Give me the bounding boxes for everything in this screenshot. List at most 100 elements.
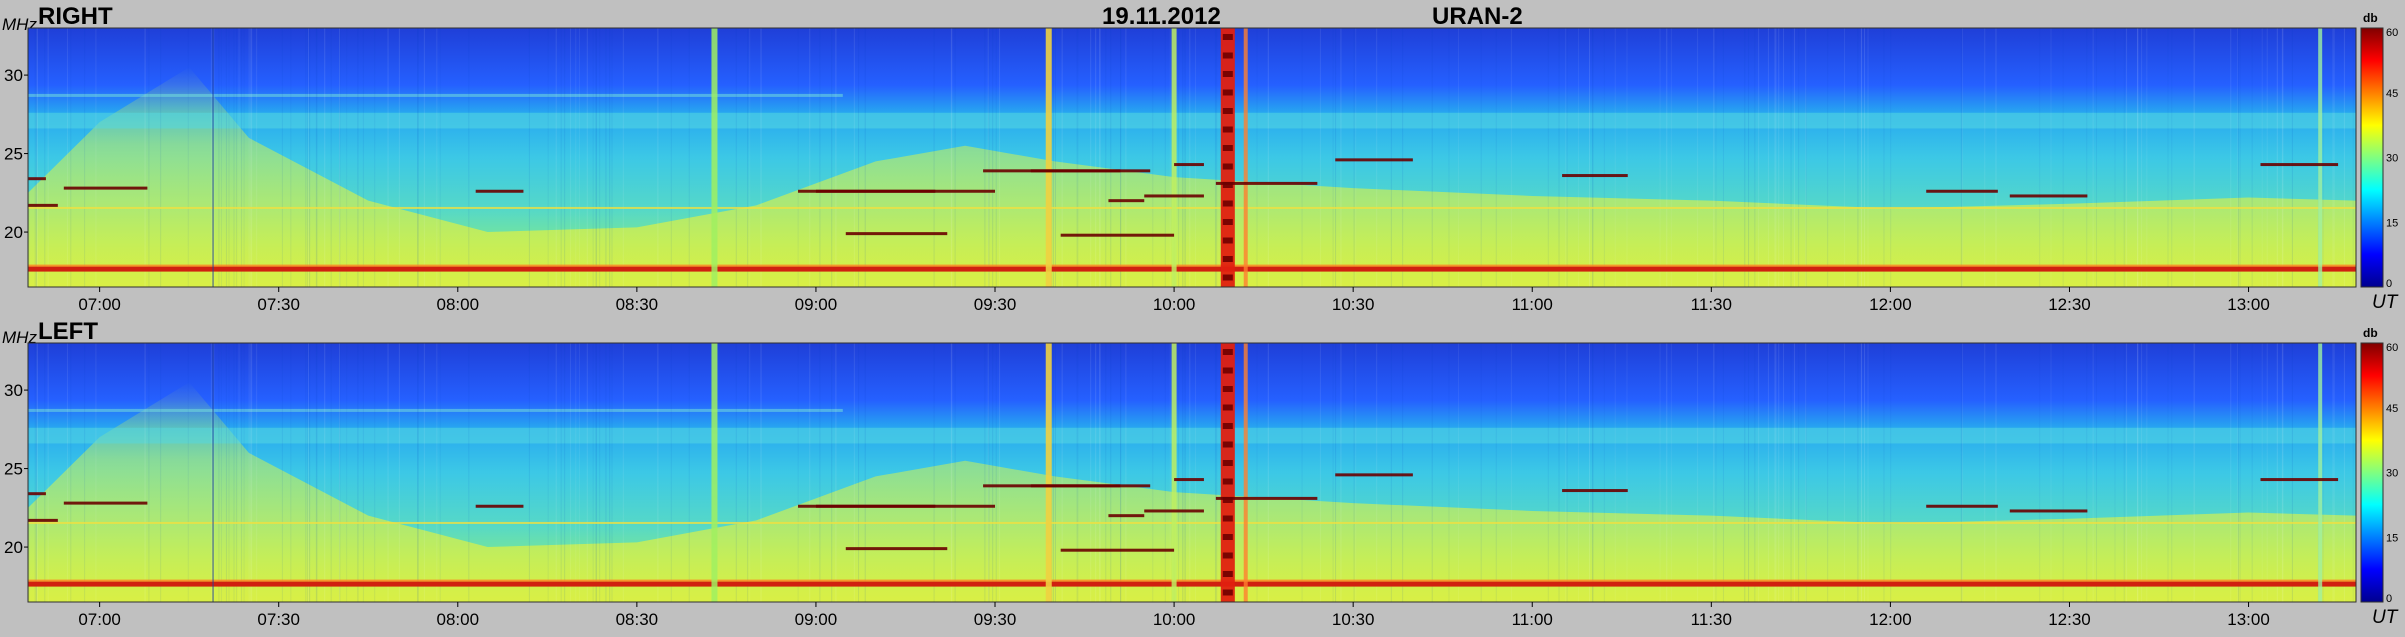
texture-line bbox=[1805, 343, 1807, 602]
texture-line bbox=[1722, 343, 1724, 602]
texture-line bbox=[47, 343, 49, 602]
texture-line bbox=[1355, 343, 1357, 602]
texture-line bbox=[1857, 28, 1859, 287]
texture-line bbox=[1189, 343, 1191, 602]
texture-line bbox=[1353, 28, 1355, 287]
texture-line bbox=[187, 28, 189, 287]
texture-line bbox=[1984, 343, 1986, 602]
texture-line bbox=[1169, 343, 1171, 602]
colorbar-gradient bbox=[2360, 27, 2384, 288]
texture-line bbox=[1194, 28, 1196, 287]
texture-line bbox=[2114, 28, 2116, 287]
broadband-burst bbox=[212, 28, 214, 287]
texture-line bbox=[1376, 28, 1378, 287]
texture-line bbox=[2332, 28, 2334, 287]
colorbar-unit-right: db bbox=[2363, 11, 2378, 25]
burst-core bbox=[1222, 256, 1233, 262]
narrowband-carrier bbox=[2260, 163, 2339, 167]
texture-line bbox=[1051, 28, 1053, 287]
texture-line bbox=[1592, 28, 1594, 287]
texture-line bbox=[423, 343, 425, 602]
narrowband-carrier bbox=[28, 518, 58, 522]
texture-line bbox=[1748, 28, 1750, 287]
x-tick-label: 13:00 bbox=[2227, 610, 2270, 629]
texture-line bbox=[605, 343, 607, 602]
texture-line bbox=[564, 28, 566, 287]
texture-line bbox=[1184, 28, 1186, 287]
texture-line bbox=[2332, 343, 2334, 602]
texture-line bbox=[309, 343, 311, 602]
spectrogram-plot-left bbox=[27, 342, 2357, 603]
texture-line bbox=[1495, 343, 1497, 602]
x-axis-left: 07:00 07:30 08:00 08:30 09:00 09:30 10:00 10:30… bbox=[78, 602, 2270, 629]
texture-line bbox=[611, 28, 613, 287]
texture-line bbox=[564, 343, 566, 602]
narrowband-carrier bbox=[1060, 233, 1175, 237]
texture-line bbox=[1332, 343, 1334, 602]
texture-line bbox=[1722, 28, 1724, 287]
texture-line bbox=[1754, 28, 1756, 287]
texture-line bbox=[528, 28, 530, 287]
texture-line bbox=[1052, 343, 1054, 602]
x-tick-label: 11:00 bbox=[1512, 295, 1553, 314]
texture-line bbox=[2039, 343, 2041, 602]
narrowband-carrier bbox=[1926, 189, 1998, 193]
burst-core bbox=[1222, 200, 1233, 207]
texture-line bbox=[1183, 28, 1185, 287]
texture-line bbox=[1495, 28, 1497, 287]
texture-line bbox=[305, 343, 307, 602]
texture-line bbox=[1390, 343, 1392, 602]
texture-line bbox=[315, 28, 317, 287]
narrowband-carrier bbox=[1060, 548, 1175, 552]
texture-line bbox=[1194, 343, 1196, 602]
texture-line bbox=[398, 343, 400, 602]
texture-line bbox=[1558, 343, 1560, 602]
texture-line bbox=[1480, 343, 1482, 602]
burst-core bbox=[1222, 274, 1233, 281]
texture-line bbox=[2333, 343, 2335, 602]
band-27mhz bbox=[28, 427, 2356, 444]
x-unit-right: UT bbox=[2372, 292, 2399, 313]
texture-line bbox=[2171, 28, 2173, 287]
texture-line bbox=[2141, 343, 2143, 602]
narrowband-carrier bbox=[1174, 478, 1204, 482]
texture-line bbox=[1867, 28, 1869, 287]
texture-line bbox=[1510, 28, 1512, 287]
colorbar-tick-label: 0 bbox=[2386, 593, 2392, 605]
texture-line bbox=[36, 343, 38, 602]
texture-line bbox=[1184, 343, 1186, 602]
texture-line bbox=[579, 343, 581, 602]
texture-line bbox=[1152, 343, 1154, 602]
texture-line bbox=[2239, 28, 2241, 287]
texture-line bbox=[436, 28, 438, 287]
texture-line bbox=[831, 28, 833, 287]
texture-line bbox=[1099, 28, 1101, 287]
texture-line bbox=[1120, 28, 1122, 287]
broadband-burst bbox=[2318, 343, 2323, 602]
texture-line bbox=[248, 343, 250, 602]
texture-line bbox=[2167, 28, 2169, 287]
texture-line bbox=[2114, 343, 2116, 602]
texture-line bbox=[864, 28, 866, 287]
texture-line bbox=[1120, 343, 1122, 602]
texture-line bbox=[1547, 28, 1549, 287]
texture-line bbox=[1120, 343, 1122, 602]
texture-line bbox=[1267, 28, 1269, 287]
texture-line bbox=[2352, 343, 2354, 602]
narrowband-carrier bbox=[63, 501, 148, 505]
texture-line bbox=[1883, 28, 1885, 287]
texture-line bbox=[1670, 343, 1672, 602]
texture-line bbox=[2137, 28, 2139, 287]
texture-line bbox=[1169, 28, 1171, 287]
broadband-burst bbox=[711, 28, 718, 287]
y-tick-label: 20 bbox=[4, 538, 23, 557]
texture-line bbox=[555, 28, 557, 287]
texture-line bbox=[243, 28, 245, 287]
texture-line bbox=[1099, 343, 1101, 602]
texture-line bbox=[1052, 28, 1054, 287]
texture-line bbox=[2050, 28, 2052, 287]
x-tick-label: 08:30 bbox=[616, 295, 659, 314]
broadband-burst bbox=[711, 343, 718, 602]
texture-line bbox=[148, 343, 150, 602]
texture-line bbox=[688, 28, 690, 287]
